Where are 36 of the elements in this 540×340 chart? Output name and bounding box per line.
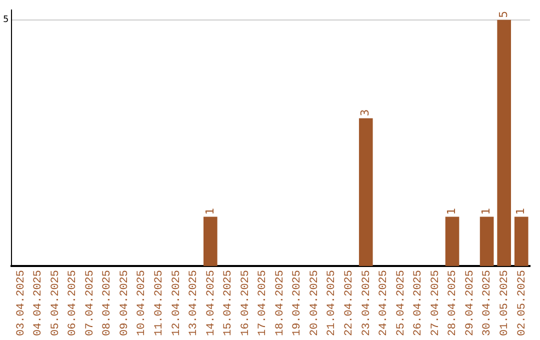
x-tick-label: 09.04.2025 <box>118 270 131 336</box>
data-label: 1 <box>514 208 528 215</box>
x-tick-label: 26.04.2025 <box>412 270 425 336</box>
x-tick-label: 16.04.2025 <box>240 270 252 336</box>
x-tick-label: 04.04.2025 <box>32 270 45 336</box>
x-tick-label: 06.04.2025 <box>67 270 80 336</box>
x-tick-label: 15.04.2025 <box>222 270 235 336</box>
x-tick-label: 21.04.2025 <box>326 270 338 336</box>
x-tick-label: 10.04.2025 <box>136 270 148 336</box>
data-label: 5 <box>496 10 510 18</box>
x-tick-label: 08.04.2025 <box>102 270 114 336</box>
x-tick-label: 12.04.2025 <box>170 270 183 336</box>
x-tick-label: 07.04.2025 <box>84 270 96 336</box>
data-label: 1 <box>445 208 458 215</box>
x-tick-label: 01.05.2025 <box>498 270 511 336</box>
x-tick-label: 05.04.2025 <box>50 270 62 336</box>
x-tick-label: 22.04.2025 <box>344 270 356 336</box>
x-tick-label: 18.04.2025 <box>274 270 286 336</box>
x-tick-label: 20.04.2025 <box>308 270 321 336</box>
x-tick-label: 29.04.2025 <box>464 270 476 336</box>
x-tick-label: 23.04.2025 <box>360 270 373 336</box>
x-tick-label: 27.04.2025 <box>430 270 442 336</box>
x-tick-label: 02.05.2025 <box>516 270 528 336</box>
data-label: 1 <box>480 208 493 215</box>
x-tick-label: 24.04.2025 <box>378 270 390 336</box>
x-tick-label: 30.04.2025 <box>482 270 494 336</box>
data-label: 3 <box>358 109 372 116</box>
x-tick-label: 13.04.2025 <box>188 270 200 336</box>
x-tick-label: 28.04.2025 <box>447 270 460 336</box>
x-tick-label: 19.04.2025 <box>292 270 304 336</box>
x-tick-label: 11.04.2025 <box>153 270 166 336</box>
x-tick-label: 25.04.2025 <box>395 270 408 336</box>
x-tick-label: 03.04.2025 <box>15 270 28 336</box>
data-label: 1 <box>203 208 216 215</box>
x-tick-label: 17.04.2025 <box>257 270 270 336</box>
x-tick-label: 14.04.2025 <box>205 270 218 336</box>
